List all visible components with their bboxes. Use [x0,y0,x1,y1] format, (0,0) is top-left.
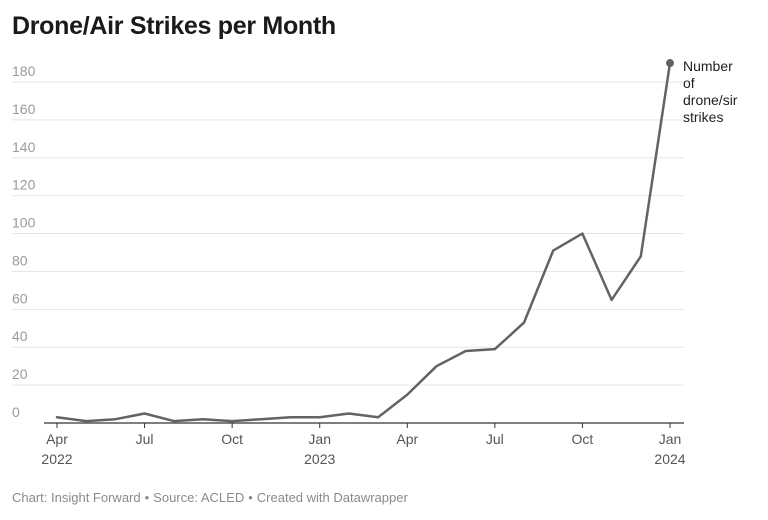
series-labels: Number of drone/sir strikes [683,58,738,125]
x-tick-label: Oct [221,431,243,447]
x-tick-label: Oct [572,431,594,447]
x-tick-label: Apr [396,431,418,447]
series-lines [55,59,674,423]
x-tick-label: Apr [46,431,68,447]
footer-source: Source: ACLED [153,490,245,505]
chart-footer: Chart: Insight Forward • Source: ACLED • Cre… [12,490,408,505]
series-line [55,61,672,423]
series-label-line: drone/sir [683,92,738,108]
line-chart: 0 20 40 60 80 100 120 140 160 180 Apr 2022 Jul Oct Ja… [12,58,738,467]
footer-chart-credit: Chart: Insight Forward [12,490,141,505]
series-label-line: Number [683,58,733,74]
y-tick-label: 180 [12,63,36,79]
x-tick-label: Jul [486,431,504,447]
y-tick-label: 0 [12,404,20,420]
footer-separator: • [144,490,150,505]
series-label: Number of drone/sir strikes [683,58,738,125]
y-tick-label: 100 [12,215,36,231]
x-axis-ticks: Apr 2022 Jul Oct Jan 2023 Apr Jul Oct Jan 2024 [41,423,686,467]
series-label-line: of [683,75,695,91]
y-axis-ticks: 0 20 40 60 80 100 120 140 160 180 [12,63,36,420]
x-tick-year-label: 2023 [304,451,335,467]
y-tick-label: 20 [12,366,28,382]
x-tick-label: Jan [308,431,331,447]
series-endpoint-dot [666,59,674,68]
gridlines [12,81,684,424]
y-tick-label: 60 [12,290,28,306]
y-tick-label: 160 [12,101,36,117]
x-tick-year-label: 2024 [654,451,685,467]
x-tick-year-label: 2022 [41,451,72,467]
chart-title: Drone/Air Strikes per Month [12,12,336,40]
y-tick-label: 80 [12,252,28,268]
y-tick-label: 120 [12,177,36,193]
footer-created-with: Created with Datawrapper [256,490,408,505]
y-tick-label: 40 [12,328,28,344]
y-tick-label: 140 [12,139,36,155]
x-tick-label: Jul [136,431,154,447]
series-label-line: strikes [683,109,723,125]
x-tick-label: Jan [659,431,682,447]
footer-separator: • [248,490,253,505]
